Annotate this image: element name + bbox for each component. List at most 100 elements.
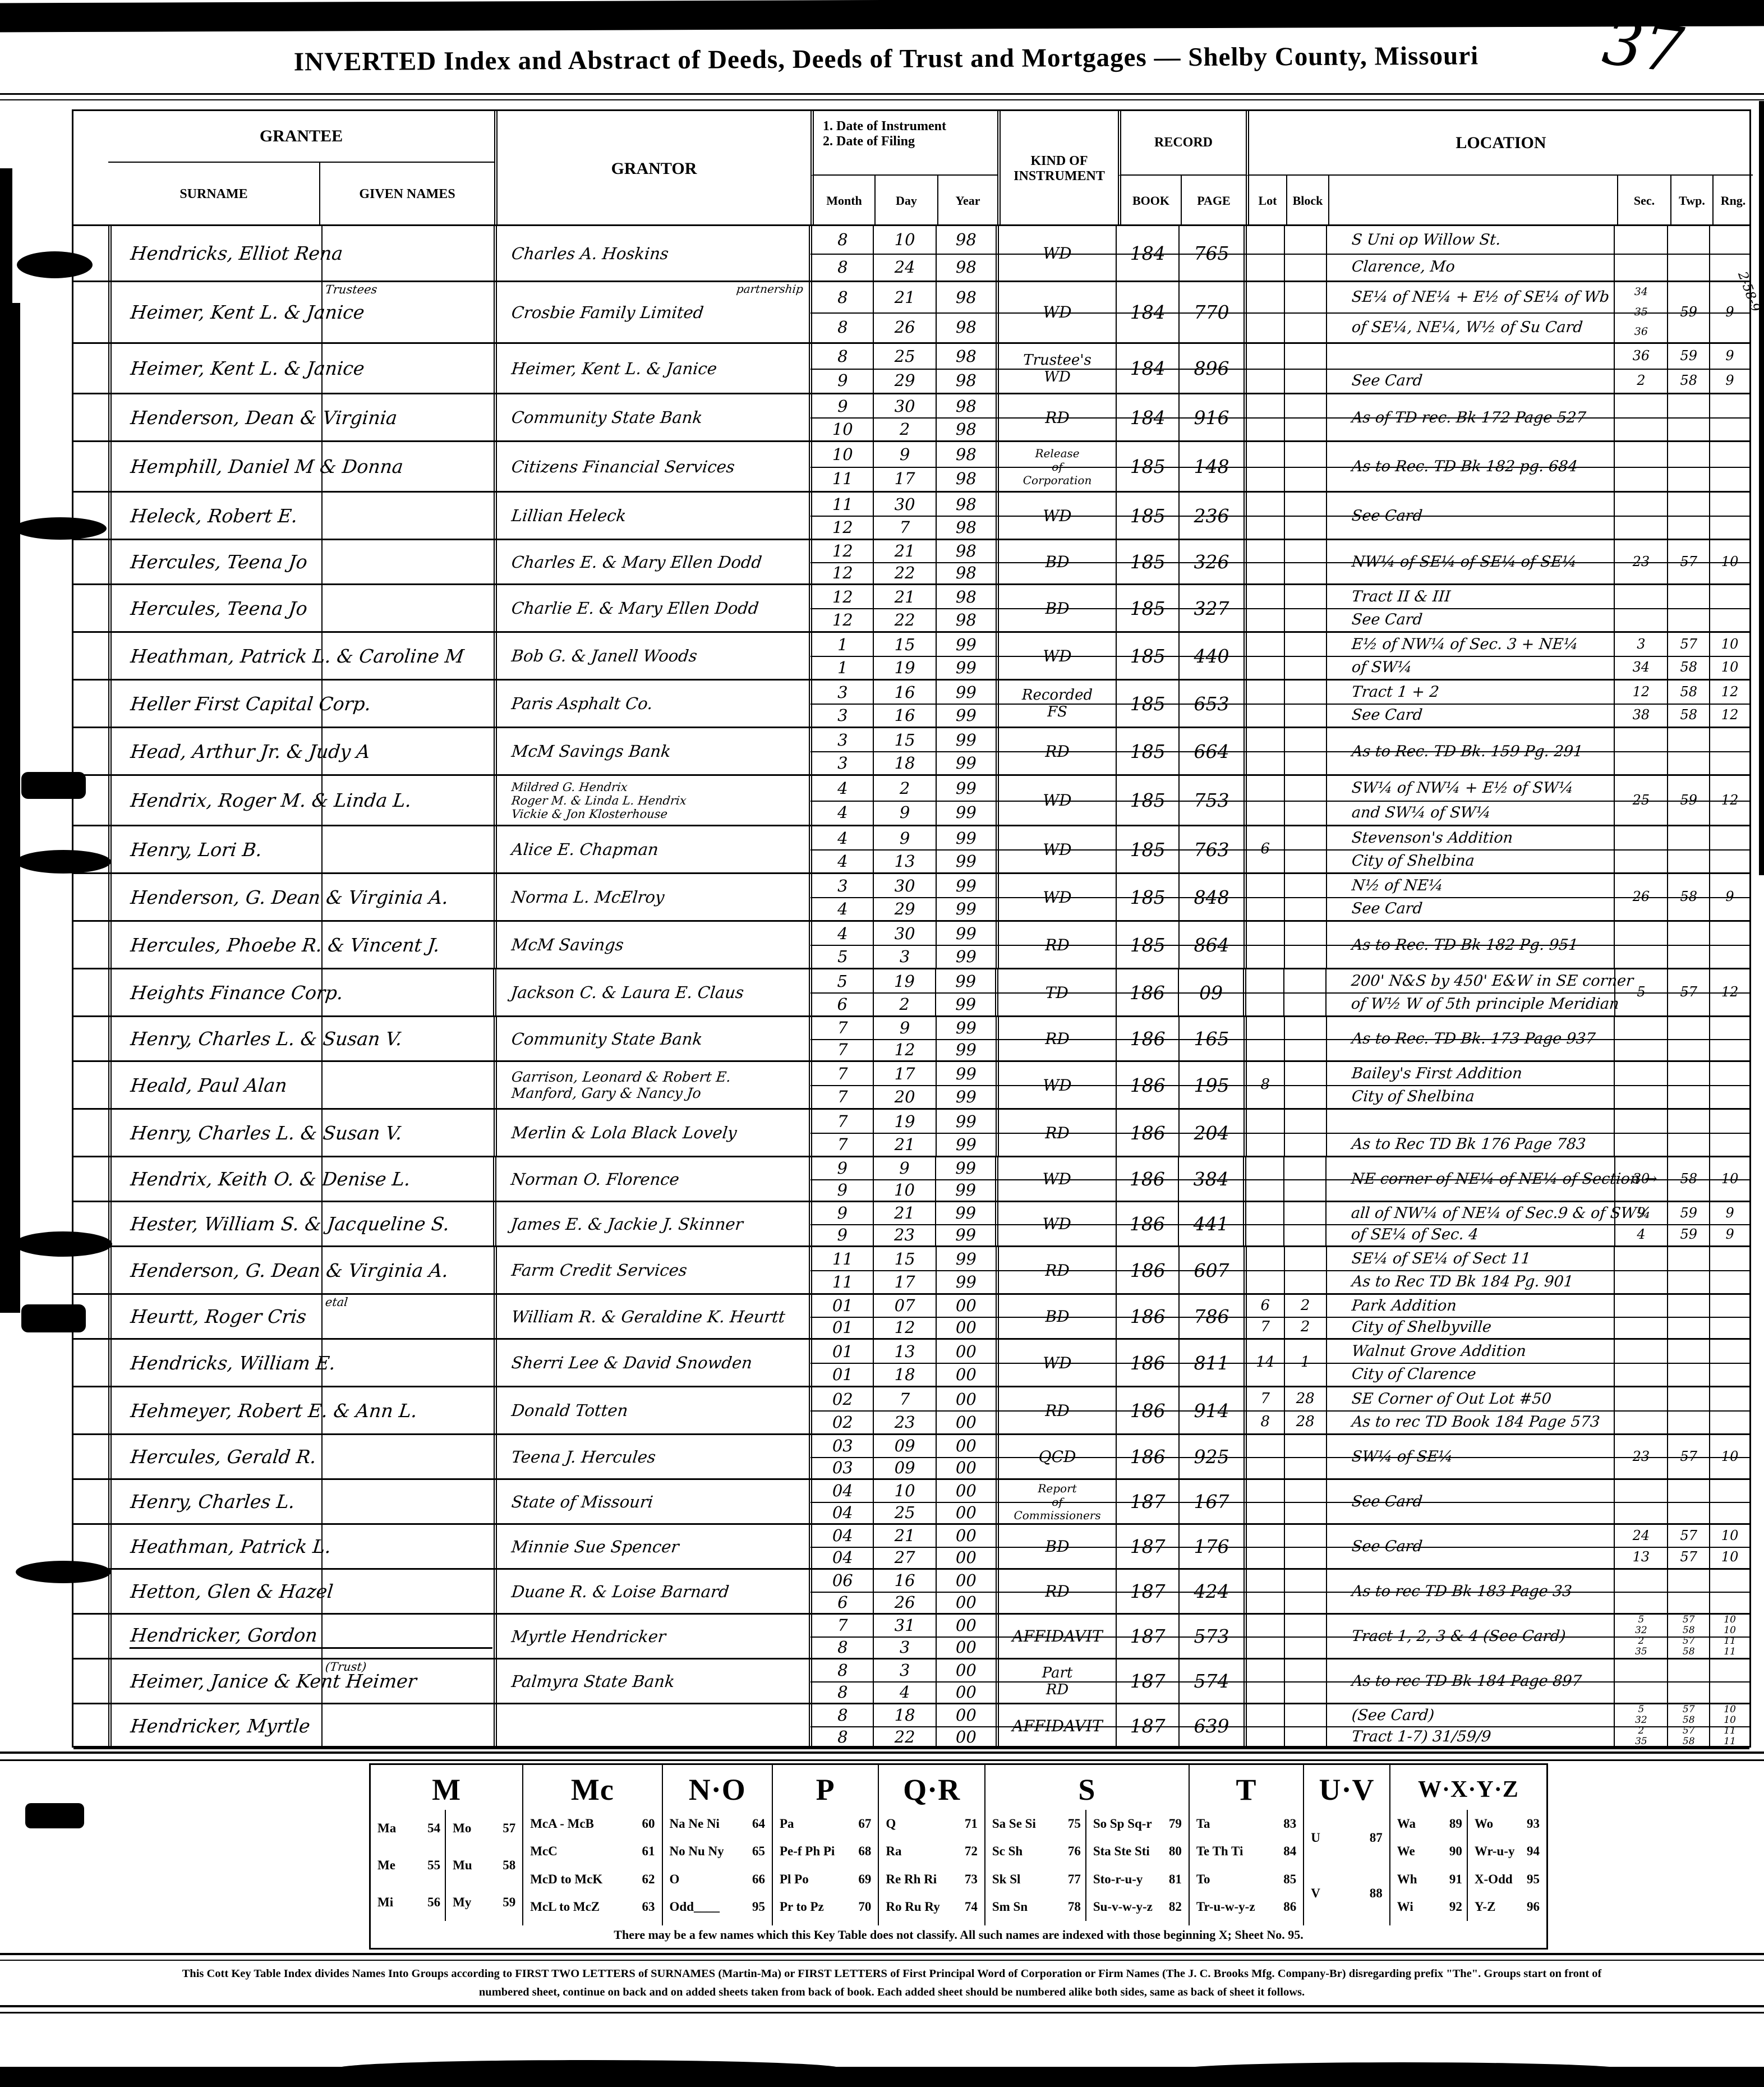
page-value: 916	[1194, 406, 1229, 429]
sec-twp-rng-value: 59	[1680, 1205, 1698, 1221]
grantee-name-cell: Heller First Capital Corp.	[108, 681, 494, 727]
book-value: 185	[1130, 934, 1166, 956]
sec-cell	[1614, 922, 1667, 968]
sec-twp-rng-value: 58	[1682, 1624, 1695, 1636]
kind-of-instrument: RD	[1045, 1401, 1070, 1420]
key-subcolumn: U 87 V 88	[1306, 1810, 1387, 1921]
rng-cell	[1709, 1247, 1749, 1293]
date-value: 3	[899, 1637, 910, 1657]
grantor-name-cell: Paris Asphalt Co.	[493, 681, 809, 727]
grantee-name: Heimer, Kent L. & Janice	[129, 301, 366, 323]
table-row: Hemphill, Daniel M & Donna Citizens Finan…	[73, 442, 1749, 493]
date-value: 99	[955, 730, 977, 750]
date-day-cell: 19 2	[872, 969, 936, 1015]
lot-cell	[1243, 282, 1284, 342]
key-entry-number: 72	[964, 1844, 978, 1859]
sub-row-divider	[810, 1363, 1749, 1364]
key-entry-number: 88	[1369, 1886, 1383, 1900]
sec-twp-rng-value: 58	[1680, 889, 1697, 905]
sec-twp-rng-value: 10	[1721, 1527, 1739, 1543]
date-year-cell: 99 99	[935, 1202, 995, 1245]
date-value: 04	[832, 1526, 853, 1546]
kind-of-instrument-cell: RD	[995, 728, 1116, 774]
sec-twp-rng-value: 10	[1724, 1613, 1736, 1625]
divider	[0, 2012, 1764, 2014]
key-entry-label: Tr-u-w-y-z	[1196, 1900, 1255, 1914]
date-year-cell: 99 99	[935, 1062, 996, 1108]
book-cell: 184	[1116, 394, 1178, 440]
grantee-name-cell: Hemphill, Daniel M & Donna	[108, 442, 494, 491]
grantee-name: Henry, Charles L. & Susan V.	[129, 1121, 403, 1144]
page-cell: 925	[1178, 1435, 1243, 1478]
rng-cell	[1709, 1340, 1749, 1386]
date-value: 00	[955, 1436, 977, 1456]
key-entry: Sa Se Si 75	[988, 1817, 1085, 1831]
grantor-name: Merlin & Lola Black Lovely	[510, 1123, 738, 1142]
lot-cell	[1243, 681, 1284, 727]
header-month: Month	[810, 176, 874, 226]
date-year-cell: 98 98	[935, 540, 996, 583]
sub-row-divider	[810, 1224, 1749, 1225]
key-entry-number: 65	[752, 1844, 765, 1859]
sec-twp-rng-value: 10	[1724, 1624, 1736, 1636]
kind-of-instrument: RD	[1045, 742, 1070, 761]
key-entry-number: 95	[752, 1900, 765, 1914]
location-line: As to rec TD Bk 184 Page 897	[1351, 1672, 1582, 1690]
date-year-cell: 98 98	[935, 493, 996, 539]
date-value: 4	[837, 778, 848, 798]
divider	[0, 1752, 1764, 1754]
key-entry-label: Ta	[1196, 1816, 1210, 1831]
date-value: 9	[899, 1018, 910, 1038]
sec-twp-rng-value: 10	[1721, 636, 1739, 652]
twp-cell: 58 58	[1667, 681, 1709, 727]
twp-cell: 57 58 57 58	[1667, 1704, 1709, 1748]
location-cell: As to Rec. TD Bk. 159 Pg. 291	[1325, 728, 1614, 774]
block-cell	[1283, 728, 1326, 774]
grantee-name-cell: Hehmeyer, Robert E. & Ann L.	[108, 1387, 494, 1433]
margin-cell	[73, 1295, 108, 1338]
date-value: 99	[955, 899, 977, 918]
book-value: 184	[1130, 406, 1166, 429]
key-entry-label: Mo	[453, 1821, 472, 1835]
key-entry: O 66	[665, 1872, 770, 1887]
key-subcolumn: Na Ne Ni 64 No Nu Ny 65 O 66 Odd____ 95	[665, 1810, 770, 1921]
table-row: Heurtt, Roger Cris etal William R. & Geral…	[73, 1295, 1749, 1340]
location-line: SW¼ of SE¼	[1351, 1448, 1454, 1465]
date-value: 2	[899, 419, 910, 439]
date-value: 9	[899, 1159, 910, 1178]
key-column-body: Wa 89 We 90 Wh 91 Wi 92 Wo 93 Wr-u-y 94 X-Odd 95 Y-Z 96	[1390, 1810, 1546, 1925]
date-value: 10	[832, 419, 853, 439]
page-cell: 896	[1178, 344, 1243, 393]
sec-twp-rng-value: 25	[1632, 792, 1650, 808]
date-value: 00	[955, 1389, 977, 1409]
location-cell: Park Addition City of Shelbyville	[1325, 1295, 1614, 1338]
sec-twp-rng-value: 58	[1682, 1646, 1695, 1658]
date-value: 4	[899, 1682, 910, 1702]
key-subcolumn: McA - McB 60 McC 61 McD to McK 62 McL to McZ 63	[526, 1810, 659, 1921]
location-cell: N½ of NE¼ See Card	[1325, 874, 1614, 920]
date-value: 00	[955, 1547, 977, 1567]
grantee-name: Henderson, G. Dean & Virginia A.	[129, 886, 449, 908]
page-value: 811	[1194, 1352, 1229, 1374]
location-line: Bailey's First Addition	[1351, 1065, 1523, 1082]
date-value: 31	[894, 1616, 915, 1635]
block-cell	[1283, 1062, 1326, 1108]
date-day-cell: 15 19	[873, 633, 936, 679]
rng-cell	[1709, 922, 1749, 968]
twp-cell	[1667, 1660, 1709, 1703]
book-value: 186	[1130, 1446, 1166, 1468]
sub-row-divider	[810, 1726, 1749, 1727]
location-line: all of NW¼ of NE¼ of Sec.9 & of SW¼	[1350, 1204, 1652, 1222]
key-entry-label: Ma	[377, 1821, 397, 1835]
grantor-name-cell: Donald Totten	[493, 1387, 809, 1433]
page-title: INVERTED Index and Abstract of Deeds, De…	[293, 41, 1479, 77]
twp-cell: 59 59	[1667, 1202, 1709, 1245]
kind-of-instrument: BD	[1045, 1307, 1070, 1326]
table-row: Hercules, Teena Jo Charlie E. & Mary Elle…	[73, 585, 1749, 633]
date-value: 00	[955, 1317, 977, 1337]
rng-cell	[1709, 442, 1749, 491]
sec-twp-rng-value: 11	[1724, 1635, 1736, 1647]
sec-twp-rng-value: 58	[1680, 706, 1697, 723]
date-value: 20	[894, 1087, 915, 1106]
